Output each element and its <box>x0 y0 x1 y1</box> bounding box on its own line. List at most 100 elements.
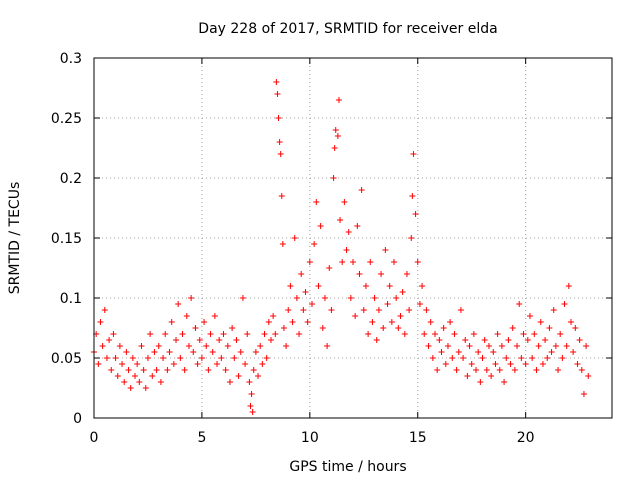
data-point <box>485 343 492 349</box>
data-point <box>468 361 475 367</box>
data-point <box>354 223 361 229</box>
data-point <box>352 313 359 319</box>
data-point <box>252 349 259 355</box>
data-point <box>315 283 322 289</box>
data-point <box>175 301 182 307</box>
data-point <box>516 301 523 307</box>
data-point <box>270 313 277 319</box>
data-point <box>438 349 445 355</box>
data-point <box>337 217 344 223</box>
data-point <box>149 373 156 379</box>
data-point <box>250 367 257 373</box>
x-tick-label: 0 <box>90 430 99 446</box>
data-point <box>436 337 443 343</box>
data-point <box>492 361 499 367</box>
data-point <box>95 361 102 367</box>
data-point <box>442 361 449 367</box>
data-point <box>198 355 205 361</box>
data-point <box>302 289 309 295</box>
data-point <box>533 367 540 373</box>
data-point <box>220 331 227 337</box>
data-point <box>188 295 195 301</box>
data-point <box>391 259 398 265</box>
data-point <box>289 319 296 325</box>
data-point <box>409 193 416 199</box>
data-point <box>570 349 577 355</box>
data-point <box>464 373 471 379</box>
data-point <box>183 313 190 319</box>
data-point <box>248 391 255 397</box>
data-point <box>308 301 315 307</box>
data-point <box>317 223 324 229</box>
data-point <box>278 193 285 199</box>
data-point <box>261 331 268 337</box>
data-point <box>203 343 210 349</box>
data-point <box>440 325 447 331</box>
y-tick-label: 0 <box>73 411 82 427</box>
data-point <box>567 319 574 325</box>
data-point <box>319 325 326 331</box>
data-point <box>306 259 313 265</box>
data-point <box>565 283 572 289</box>
data-point <box>423 307 430 313</box>
y-tick-label: 0.1 <box>60 291 82 307</box>
data-point <box>384 301 391 307</box>
data-point <box>544 355 551 361</box>
data-point <box>416 301 423 307</box>
data-point <box>114 373 121 379</box>
data-point <box>434 367 441 373</box>
data-point <box>477 379 484 385</box>
data-point <box>313 199 320 205</box>
data-point <box>466 343 473 349</box>
data-point <box>447 319 454 325</box>
data-point <box>578 367 585 373</box>
data-point <box>136 379 143 385</box>
data-point <box>311 241 318 247</box>
data-point <box>526 313 533 319</box>
data-point <box>552 343 559 349</box>
data-point <box>192 325 199 331</box>
data-point <box>378 271 385 277</box>
data-point <box>522 361 529 367</box>
data-point <box>444 343 451 349</box>
data-point <box>275 115 282 121</box>
data-point <box>555 367 562 373</box>
data-point <box>371 295 378 301</box>
data-point <box>421 331 428 337</box>
data-point <box>507 361 514 367</box>
data-point <box>481 337 488 343</box>
data-point <box>328 307 335 313</box>
data-point <box>177 355 184 361</box>
x-tick-label: 15 <box>409 430 427 446</box>
data-point <box>201 319 208 325</box>
data-point <box>242 361 249 367</box>
data-point <box>112 355 119 361</box>
data-point <box>277 151 284 157</box>
data-point <box>453 367 460 373</box>
data-point <box>535 343 542 349</box>
data-point <box>335 97 342 103</box>
data-point <box>185 343 192 349</box>
data-point <box>475 349 482 355</box>
data-point <box>460 355 467 361</box>
data-point <box>229 325 236 331</box>
data-point <box>259 361 266 367</box>
data-point <box>222 367 229 373</box>
x-tick-label: 5 <box>197 430 206 446</box>
data-point <box>224 343 231 349</box>
data-point <box>226 379 233 385</box>
data-point <box>216 337 223 343</box>
data-point <box>473 367 480 373</box>
data-point <box>123 349 130 355</box>
data-point <box>157 379 164 385</box>
data-point <box>511 367 518 373</box>
data-point <box>285 307 292 313</box>
data-point <box>360 307 367 313</box>
data-point <box>244 331 251 337</box>
y-tick-label: 0.3 <box>60 51 82 67</box>
data-point <box>249 409 256 415</box>
data-point <box>399 289 406 295</box>
data-point <box>237 349 244 355</box>
data-point <box>561 301 568 307</box>
